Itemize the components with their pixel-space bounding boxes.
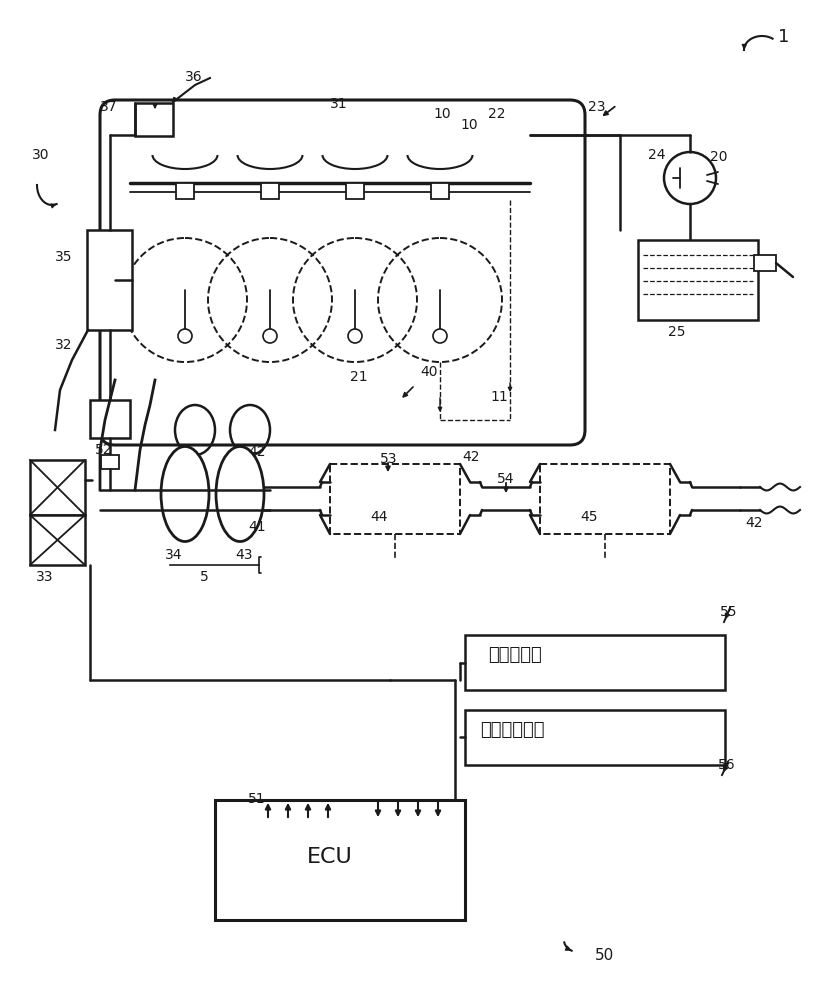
Text: 42: 42 [462,450,480,464]
Bar [30,460,85,515]
Text: 33: 33 [36,570,53,584]
Text: 10: 10 [433,107,451,121]
Text: 24: 24 [648,148,666,162]
Text: 52: 52 [95,443,113,457]
Text: 5: 5 [200,570,209,584]
Text: 54: 54 [497,472,515,486]
Text: 40: 40 [420,365,437,379]
Text: 1: 1 [778,28,789,46]
Text: 11: 11 [490,390,507,404]
Bar [87,230,132,330]
Text: ECU: ECU [307,847,353,867]
Text: 41: 41 [248,520,266,534]
Text: 51: 51 [248,792,266,806]
Bar [261,183,279,199]
Bar [465,710,725,765]
Ellipse shape [216,446,264,542]
Bar [101,455,119,469]
Text: 36: 36 [185,70,203,84]
Text: 负荷传感器: 负荷传感器 [488,646,542,664]
Text: 20: 20 [710,150,727,164]
Bar [346,183,364,199]
Text: 10: 10 [460,118,478,132]
Text: 32: 32 [55,338,73,352]
Circle shape [348,329,362,343]
Text: 21: 21 [350,370,368,384]
Text: 31: 31 [330,97,347,111]
Text: 34: 34 [165,548,182,562]
Bar [215,800,465,920]
Text: 44: 44 [370,510,387,524]
Bar [638,240,758,320]
Bar [90,400,130,438]
Text: 25: 25 [668,325,685,339]
Circle shape [433,329,447,343]
Bar [540,464,670,534]
Text: 53: 53 [380,452,398,466]
Text: 42: 42 [745,516,762,530]
Bar [465,635,725,690]
Ellipse shape [161,446,209,542]
Text: 50: 50 [595,948,614,963]
Bar [30,515,85,565]
Text: 37: 37 [100,100,118,114]
Bar [330,464,460,534]
Text: 35: 35 [55,250,73,264]
Text: 42: 42 [248,445,266,459]
Bar [431,183,449,199]
Text: 55: 55 [720,605,738,619]
Text: 56: 56 [718,758,735,772]
FancyBboxPatch shape [100,100,585,445]
Circle shape [178,329,192,343]
Circle shape [664,152,716,204]
Text: 曲柄角传感器: 曲柄角传感器 [480,721,544,739]
Text: 22: 22 [488,107,506,121]
Text: 43: 43 [235,548,252,562]
Text: 23: 23 [588,100,605,114]
Bar [176,183,194,199]
Text: 30: 30 [32,148,50,162]
Bar [135,103,173,136]
Bar [754,255,776,271]
Text: 45: 45 [580,510,597,524]
Circle shape [263,329,277,343]
